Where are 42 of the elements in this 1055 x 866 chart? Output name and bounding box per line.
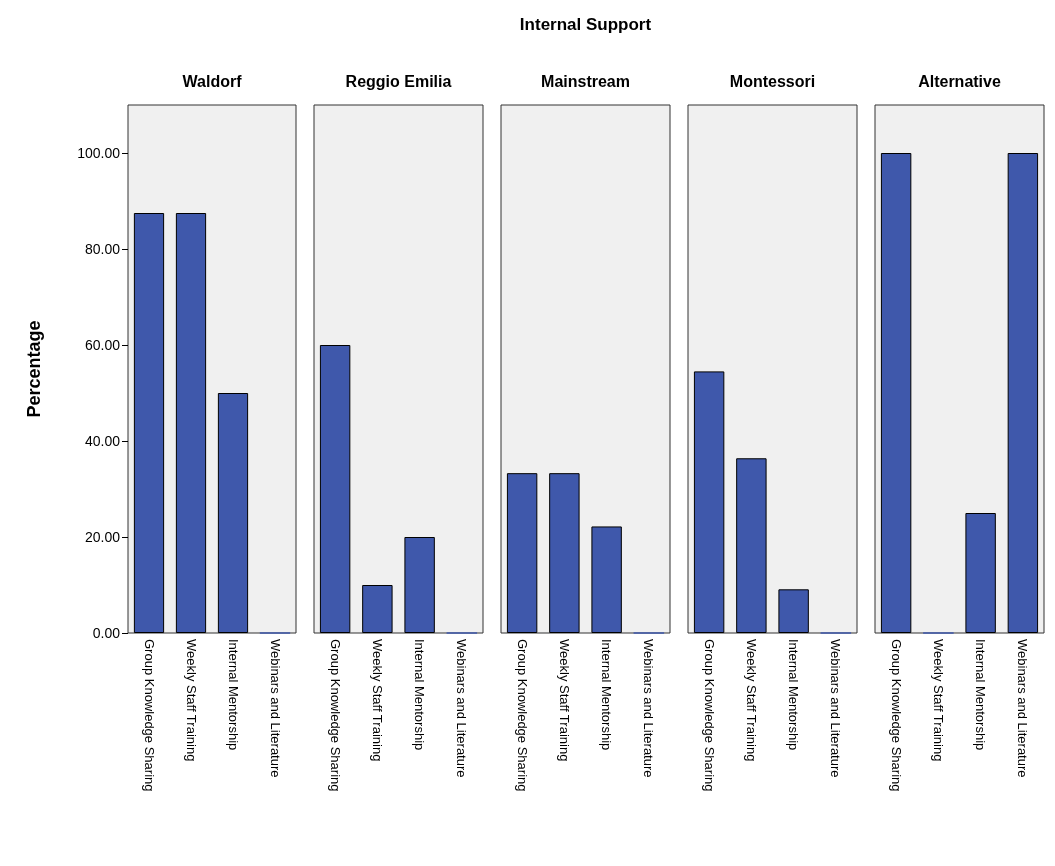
x-tick-label: Internal Mentorship <box>973 639 989 751</box>
x-tick-label: Webinars and Literature <box>1015 639 1031 778</box>
bar <box>133 213 165 633</box>
bar <box>778 589 809 633</box>
y-axis-title: Percentage <box>24 320 44 418</box>
x-tick-label: Group Knowledge Sharing <box>141 639 157 792</box>
bar <box>736 458 767 633</box>
x-tick-label: Internal Mentorship <box>599 639 615 751</box>
x-tick-label: Internal Mentorship <box>412 639 428 751</box>
x-tick-label: Weekly Staff Training <box>556 639 572 762</box>
y-tick-label: 0.00 <box>92 625 121 641</box>
bar <box>404 537 435 633</box>
y-tick-label: 100.00 <box>77 145 121 161</box>
x-tick-label: Group Knowledge Sharing <box>514 639 530 792</box>
y-tick-label: 80.00 <box>84 241 121 257</box>
y-tick-label: 40.00 <box>84 433 121 449</box>
chart-subtitle: Mainstream <box>541 72 630 90</box>
x-tick-label: Internal Mentorship <box>225 639 241 751</box>
x-tick-label: Group Knowledge Sharing <box>701 639 717 792</box>
chart-subtitle: Alternative <box>918 72 1001 90</box>
x-tick-label: Group Knowledge Sharing <box>888 639 904 792</box>
bar <box>175 213 207 633</box>
x-tick-label: Internal Mentorship <box>786 639 802 751</box>
bar <box>362 585 393 633</box>
x-tick-label: Webinars and Literature <box>641 639 657 778</box>
chart-subtitle: Waldorf <box>182 72 243 90</box>
x-tick-label: Webinars and Literature <box>454 639 470 778</box>
bar <box>693 371 725 633</box>
y-tick-label: 20.00 <box>84 529 121 545</box>
chart-subtitle: Montessori <box>729 72 816 90</box>
x-tick-label: Weekly Staff Training <box>930 639 946 762</box>
x-tick-label: Weekly Staff Training <box>183 639 199 762</box>
x-tick-label: Group Knowledge Sharing <box>327 639 343 792</box>
bar <box>319 345 351 633</box>
bar <box>217 393 249 633</box>
x-tick-label: Weekly Staff Training <box>369 639 385 762</box>
chart-subtitle: Reggio Emilia <box>345 72 452 90</box>
x-tick-label: Webinars and Literature <box>267 639 283 778</box>
y-tick-label: 60.00 <box>84 337 121 353</box>
x-tick-label: Webinars and Literature <box>828 639 844 778</box>
x-tick-label: Weekly Staff Training <box>743 639 759 762</box>
chart-title: Internal Support <box>519 15 652 34</box>
